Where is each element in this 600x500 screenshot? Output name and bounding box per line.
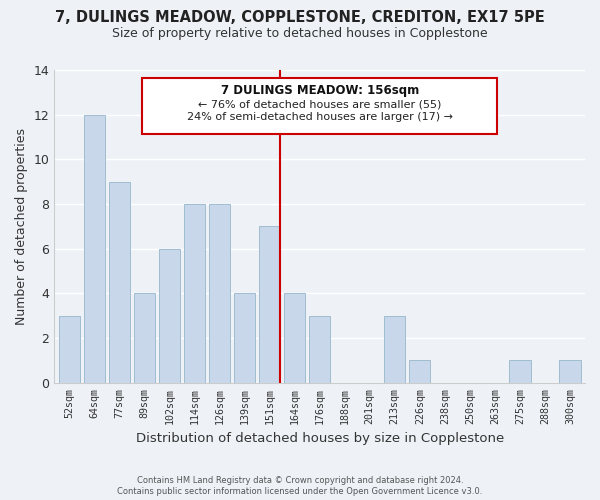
Bar [184, 204, 205, 383]
Text: Size of property relative to detached houses in Copplestone: Size of property relative to detached ho… [112, 28, 488, 40]
Text: ← 76% of detached houses are smaller (55): ← 76% of detached houses are smaller (55… [198, 100, 442, 110]
Bar [234, 294, 255, 383]
Bar [309, 316, 330, 383]
Bar [209, 204, 230, 383]
Text: 7, DULINGS MEADOW, COPPLESTONE, CREDITON, EX17 5PE: 7, DULINGS MEADOW, COPPLESTONE, CREDITON… [55, 10, 545, 25]
X-axis label: Distribution of detached houses by size in Copplestone: Distribution of detached houses by size … [136, 432, 504, 445]
Bar [559, 360, 581, 383]
Text: Contains public sector information licensed under the Open Government Licence v3: Contains public sector information licen… [118, 488, 482, 496]
Bar [409, 360, 430, 383]
Text: Contains HM Land Registry data © Crown copyright and database right 2024.: Contains HM Land Registry data © Crown c… [137, 476, 463, 485]
Bar [284, 294, 305, 383]
Bar [84, 114, 105, 383]
Bar [509, 360, 530, 383]
Bar [59, 316, 80, 383]
Y-axis label: Number of detached properties: Number of detached properties [15, 128, 28, 325]
Text: 24% of semi-detached houses are larger (17) →: 24% of semi-detached houses are larger (… [187, 112, 452, 122]
Bar [134, 294, 155, 383]
Text: 7 DULINGS MEADOW: 156sqm: 7 DULINGS MEADOW: 156sqm [221, 84, 419, 97]
Bar [384, 316, 406, 383]
Bar [259, 226, 280, 383]
Bar [159, 248, 180, 383]
Bar [109, 182, 130, 383]
